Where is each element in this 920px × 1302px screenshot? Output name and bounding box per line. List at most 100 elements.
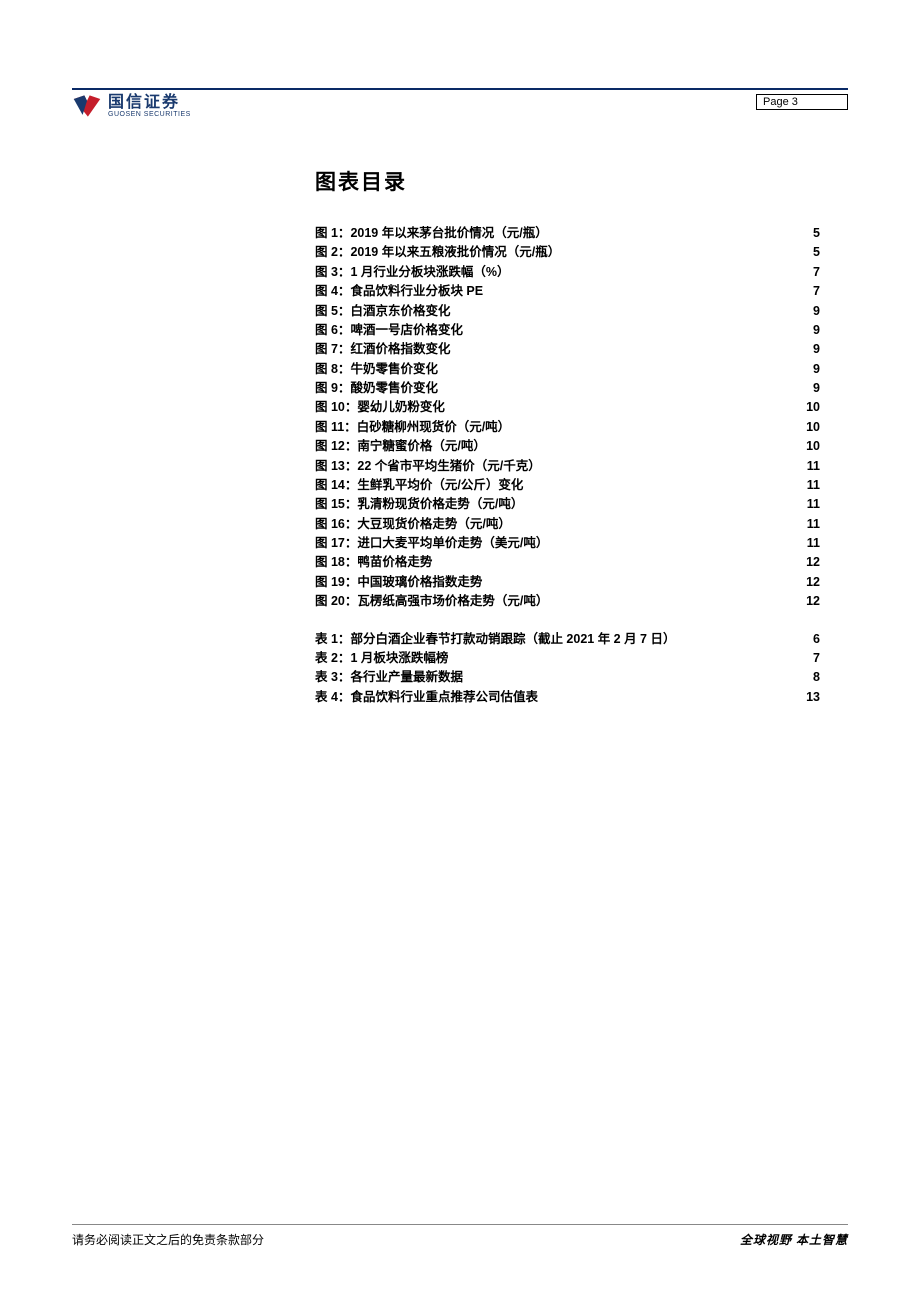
logo-cn: 国信证券	[108, 95, 191, 111]
logo: 国信证券 GUOSEN SECURITIES	[72, 93, 191, 119]
toc-entry-figures: 图 19：中国玻璃价格指数走势 12	[315, 573, 820, 592]
toc-entry-text: 大豆现货价格走势（元/吨）	[357, 515, 510, 534]
toc-entry-text: 中国玻璃价格指数走势	[357, 573, 482, 592]
toc-entry-text: 白酒京东价格变化	[350, 302, 450, 321]
toc-entry-text: 2019 年以来茅台批价情况（元/瓶）	[350, 224, 547, 243]
toc-entry-figures: 图 17：进口大麦平均单价走势（美元/吨） 11	[315, 534, 820, 553]
toc-entry-figures: 图 6：啤酒一号店价格变化 9	[315, 321, 820, 340]
toc-entry-text: 红酒价格指数变化	[350, 340, 450, 359]
toc-entry-text: 乳清粉现货价格走势（元/吨）	[357, 495, 523, 514]
toc-entry-tables: 表 1：部分白酒企业春节打款动销跟踪（截止 2021 年 2 月 7 日） 6	[315, 630, 820, 649]
toc-entry-text: 食品饮料行业重点推荐公司估值表	[350, 688, 538, 707]
toc-entry-label: 表 4：	[315, 688, 350, 707]
toc-entry-figures: 图 8：牛奶零售价变化9	[315, 360, 820, 379]
toc-entry-text: 1 月行业分板块涨跌幅（%）	[350, 263, 509, 282]
toc-entry-figures: 图 3：1 月行业分板块涨跌幅（%）7	[315, 263, 820, 282]
toc-entry-page: 12	[802, 592, 820, 611]
toc-entry-text: 牛奶零售价变化	[350, 360, 438, 379]
footer: 请务必阅读正文之后的免责条款部分 全球视野 本土智慧	[72, 1224, 848, 1248]
toc-entry-page: 7	[802, 649, 820, 668]
footer-left: 请务必阅读正文之后的免责条款部分	[72, 1231, 264, 1248]
toc-entry-figures: 图 13：22 个省市平均生猪价（元/千克） 11	[315, 457, 820, 476]
toc-entry-figures: 图 10：婴幼儿奶粉变化10	[315, 398, 820, 417]
toc-entry-text: 22 个省市平均生猪价（元/千克）	[357, 457, 540, 476]
footer-right: 全球视野 本土智慧	[740, 1231, 848, 1248]
toc-entry-text: 啤酒一号店价格变化	[350, 321, 463, 340]
logo-en: GUOSEN SECURITIES	[108, 111, 191, 118]
toc-entry-label: 图 9：	[315, 379, 350, 398]
toc-entry-figures: 图 12：南宁糖蜜价格（元/吨） 10	[315, 437, 820, 456]
page-number-label: Page 3	[763, 96, 798, 108]
toc-entry-text: 婴幼儿奶粉变化	[357, 398, 445, 417]
toc-container: 图 1：2019 年以来茅台批价情况（元/瓶）5图 2：2019 年以来五粮液批…	[315, 224, 820, 707]
toc-entry-tables: 表 3：各行业产量最新数据8	[315, 668, 820, 687]
page: 国信证券 GUOSEN SECURITIES Page 3 图表目录 图 1：2…	[0, 0, 920, 1302]
toc-entry-label: 表 1：	[315, 630, 350, 649]
toc-entry-page: 11	[802, 534, 820, 553]
toc-entry-page: 11	[802, 495, 820, 514]
toc-entry-figures: 图 1：2019 年以来茅台批价情况（元/瓶） 5	[315, 224, 820, 243]
toc-entry-page: 13	[802, 688, 820, 707]
toc-entry-page: 10	[802, 418, 820, 437]
toc-entry-figures: 图 16：大豆现货价格走势（元/吨） 11	[315, 515, 820, 534]
toc-entry-page: 12	[802, 553, 820, 572]
toc-entry-label: 图 14：	[315, 476, 357, 495]
toc-entry-text: 1 月板块涨跌幅榜	[350, 649, 448, 668]
toc-entry-text: 南宁糖蜜价格（元/吨）	[357, 437, 485, 456]
toc-entry-page: 11	[802, 515, 820, 534]
toc-entry-figures: 图 7：红酒价格指数变化9	[315, 340, 820, 359]
toc-entry-page: 9	[802, 379, 820, 398]
toc-entry-page: 5	[802, 224, 820, 243]
toc-entry-page: 9	[802, 321, 820, 340]
toc-entry-page: 7	[802, 263, 820, 282]
toc-entry-figures: 图 20：瓦楞纸高强市场价格走势（元/吨） 12	[315, 592, 820, 611]
toc-entry-label: 表 3：	[315, 668, 350, 687]
toc-entry-label: 图 12：	[315, 437, 357, 456]
toc-entry-figures: 图 2：2019 年以来五粮液批价情况（元/瓶）5	[315, 243, 820, 262]
toc-entry-label: 图 15：	[315, 495, 357, 514]
toc-entry-page: 7	[802, 282, 820, 301]
toc-entry-text: 部分白酒企业春节打款动销跟踪（截止 2021 年 2 月 7 日）	[350, 630, 675, 649]
toc-entry-figures: 图 11：白砂糖柳州现货价（元/吨） 10	[315, 418, 820, 437]
toc-entry-text: 各行业产量最新数据	[350, 668, 463, 687]
toc-entry-page: 9	[802, 302, 820, 321]
toc-entry-text: 2019 年以来五粮液批价情况（元/瓶）	[350, 243, 560, 262]
toc-entry-page: 11	[802, 476, 820, 495]
toc-gap	[315, 612, 820, 630]
toc-entry-text: 进口大麦平均单价走势（美元/吨）	[357, 534, 548, 553]
header: 国信证券 GUOSEN SECURITIES Page 3	[72, 88, 848, 138]
toc-entry-label: 图 13：	[315, 457, 357, 476]
toc-entry-label: 图 10：	[315, 398, 357, 417]
toc-entry-page: 9	[802, 340, 820, 359]
toc-entry-figures: 图 5：白酒京东价格变化9	[315, 302, 820, 321]
toc-entry-label: 图 19：	[315, 573, 357, 592]
toc-entry-figures: 图 9：酸奶零售价变化 9	[315, 379, 820, 398]
toc-entry-text: 酸奶零售价变化	[350, 379, 438, 398]
toc-entry-text: 生鲜乳平均价（元/公斤）变化	[357, 476, 523, 495]
toc-entry-text: 瓦楞纸高强市场价格走势（元/吨）	[357, 592, 548, 611]
logo-heart-icon	[72, 93, 102, 119]
footer-row: 请务必阅读正文之后的免责条款部分 全球视野 本土智慧	[72, 1231, 848, 1248]
toc-entry-page: 11	[802, 457, 820, 476]
toc-entry-label: 图 17：	[315, 534, 357, 553]
toc-entry-page: 6	[802, 630, 820, 649]
toc-entry-label: 表 2：	[315, 649, 350, 668]
toc-entry-text: 白砂糖柳州现货价（元/吨）	[357, 418, 510, 437]
toc-entry-tables: 表 2：1 月板块涨跌幅榜 7	[315, 649, 820, 668]
toc-entry-label: 图 18：	[315, 553, 357, 572]
toc-entry-label: 图 6：	[315, 321, 350, 340]
toc-entry-page: 10	[802, 437, 820, 456]
toc-entry-figures: 图 4：食品饮料行业分板块 PE7	[315, 282, 820, 301]
toc-entry-label: 图 20：	[315, 592, 357, 611]
toc-entry-page: 5	[802, 243, 820, 262]
page-title: 图表目录	[315, 166, 848, 196]
toc-entry-label: 图 1：	[315, 224, 350, 243]
footer-rule	[72, 1224, 848, 1225]
toc-entry-label: 图 16：	[315, 515, 357, 534]
toc-entry-label: 图 11：	[315, 418, 357, 437]
logo-text: 国信证券 GUOSEN SECURITIES	[108, 95, 191, 118]
toc-entry-label: 图 4：	[315, 282, 350, 301]
toc-entry-page: 12	[802, 573, 820, 592]
toc-entry-tables: 表 4：食品饮料行业重点推荐公司估值表 13	[315, 688, 820, 707]
toc-entry-figures: 图 18：鸭苗价格走势12	[315, 553, 820, 572]
